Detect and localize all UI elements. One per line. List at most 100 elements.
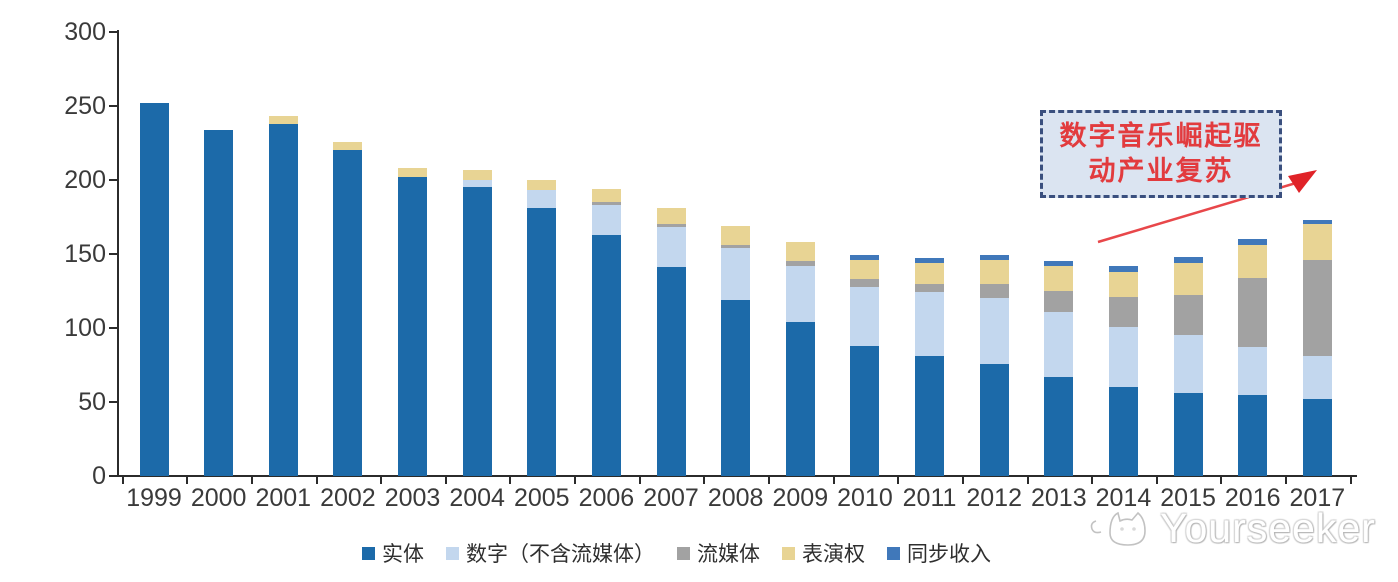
x-axis-tick-2 (250, 477, 253, 484)
watermark-text: Yourseeker (1160, 504, 1376, 551)
bar-2010-流媒体 (850, 279, 880, 287)
bar-2010-数字（不含流媒体） (850, 286, 880, 346)
bar-2016-同步收入 (1238, 239, 1268, 246)
bar-2017-同步收入 (1302, 219, 1332, 225)
bar-2006-实体 (591, 234, 621, 476)
bar-2017-流媒体 (1302, 259, 1332, 357)
bar-2008-流媒体 (721, 245, 751, 249)
x-axis-label-2014: 2014 (1095, 484, 1152, 512)
bar-2011-表演权 (915, 262, 945, 284)
x-axis-label-2017: 2017 (1289, 484, 1346, 512)
bar-2014-实体 (1108, 387, 1138, 476)
bar-2008-数字（不含流媒体） (721, 248, 751, 300)
bar-2004-表演权 (462, 169, 492, 180)
bar-2007-实体 (656, 267, 686, 476)
legend-label: 数字（不含流媒体） (466, 543, 655, 566)
bar-2000-实体 (204, 129, 234, 476)
x-axis-tick-5 (444, 477, 447, 484)
y-axis-label-100: 100 (64, 314, 106, 342)
y-axis-label-50: 50 (78, 388, 106, 416)
y-axis-label-200: 200 (64, 166, 106, 194)
legend-label: 表演权 (802, 543, 865, 566)
bar-2008-表演权 (721, 225, 751, 246)
bar-2015-表演权 (1173, 262, 1203, 296)
x-axis-label-2002: 2002 (320, 484, 376, 512)
y-axis-tick-50 (109, 401, 117, 403)
bar-2004-数字（不含流媒体） (462, 180, 492, 188)
x-axis-label-2012: 2012 (966, 484, 1022, 512)
bar-2005-实体 (527, 208, 557, 476)
x-axis-tick-3 (315, 477, 318, 484)
x-axis-label-2006: 2006 (578, 484, 635, 512)
bar-2015-实体 (1173, 393, 1203, 476)
bar-2001-表演权 (268, 116, 298, 124)
bar-2015-同步收入 (1173, 256, 1203, 263)
x-axis-label-2003: 2003 (384, 484, 441, 512)
bar-2012-数字（不含流媒体） (979, 298, 1009, 364)
x-axis-tick-0 (121, 477, 124, 484)
bar-2014-表演权 (1108, 271, 1138, 297)
x-axis-tick-6 (509, 477, 512, 484)
bar-2011-同步收入 (915, 258, 945, 263)
x-axis-label-2001: 2001 (255, 484, 312, 512)
x-axis-label-2016: 2016 (1224, 484, 1281, 512)
annotation-text-line2: 动产业复苏 (1088, 156, 1234, 186)
x-axis-line (110, 475, 1357, 477)
legend-item-数字（不含流媒体）: 数字（不含流媒体） (446, 538, 655, 568)
bar-2012-同步收入 (979, 255, 1009, 260)
chart-legend: 实体 数字（不含流媒体） 流媒体 表演权 同步收入 (362, 538, 991, 568)
legend-label: 同步收入 (907, 543, 991, 566)
bar-2009-实体 (785, 322, 815, 476)
bar-2010-表演权 (850, 259, 880, 280)
bar-2013-流媒体 (1044, 291, 1074, 312)
bar-2012-流媒体 (979, 283, 1009, 299)
bar-2005-数字（不含流媒体） (527, 190, 557, 209)
x-axis-label-1999: 1999 (126, 484, 182, 512)
x-axis-tick-7 (574, 477, 577, 484)
bar-2010-同步收入 (850, 255, 880, 260)
bar-2017-实体 (1302, 399, 1332, 476)
bar-2011-流媒体 (915, 283, 945, 293)
x-axis-label-2008: 2008 (707, 484, 764, 512)
bar-2016-数字（不含流媒体） (1238, 347, 1268, 395)
bar-2006-表演权 (591, 188, 621, 203)
y-axis-label-0: 0 (92, 462, 106, 490)
bar-2006-流媒体 (591, 202, 621, 206)
annotation-callout: 数字音乐崛起驱 动产业复苏 (1040, 110, 1282, 198)
x-axis-tick-18 (1285, 477, 1288, 484)
bar-2009-数字（不含流媒体） (785, 265, 815, 323)
x-axis-label-2015: 2015 (1160, 484, 1216, 512)
y-axis-tick-200 (109, 179, 117, 181)
bar-2008-实体 (721, 299, 751, 476)
watermark: Yourseeker (1088, 498, 1398, 558)
bar-2015-数字（不含流媒体） (1173, 335, 1203, 394)
x-axis-label-2007: 2007 (643, 484, 699, 512)
x-axis-tick-12 (897, 477, 900, 484)
legend-item-表演权: 表演权 (782, 538, 865, 568)
bar-2007-数字（不含流媒体） (656, 227, 686, 268)
y-axis-label-250: 250 (64, 92, 106, 120)
bar-2013-表演权 (1044, 265, 1074, 291)
bar-1999-实体 (139, 103, 169, 476)
bar-2012-实体 (979, 363, 1009, 476)
bar-2009-流媒体 (785, 261, 815, 266)
legend-swatch-icon (887, 546, 900, 560)
bar-2002-实体 (333, 150, 363, 476)
y-axis-tick-300 (109, 31, 117, 33)
bar-2013-实体 (1044, 376, 1074, 476)
bar-2014-流媒体 (1108, 296, 1138, 327)
y-axis-label-300: 300 (64, 18, 106, 46)
bar-2013-同步收入 (1044, 261, 1074, 266)
x-axis-tick-13 (961, 477, 964, 484)
bar-2016-流媒体 (1238, 277, 1268, 348)
x-axis-tick-9 (703, 477, 706, 484)
legend-item-同步收入: 同步收入 (887, 538, 991, 568)
bar-2017-表演权 (1302, 224, 1332, 260)
bar-2009-表演权 (785, 242, 815, 262)
x-axis-tick-1 (186, 477, 189, 484)
y-axis-tick-250 (109, 105, 117, 107)
y-axis-tick-150 (109, 253, 117, 255)
bar-2016-实体 (1238, 394, 1268, 476)
bar-2016-表演权 (1238, 245, 1268, 278)
bar-2014-同步收入 (1108, 265, 1138, 272)
